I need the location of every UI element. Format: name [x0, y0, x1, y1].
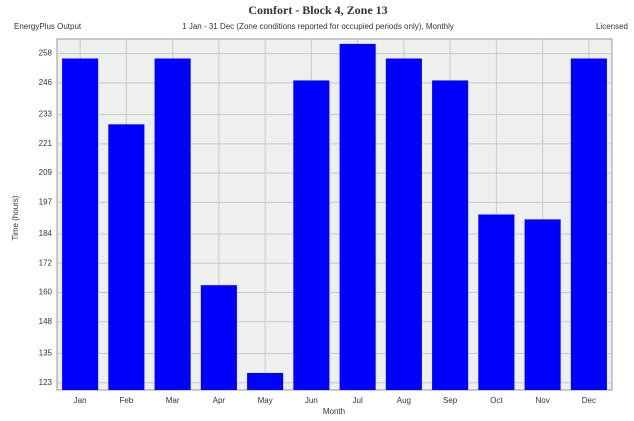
- y-tick-label: 197: [39, 197, 53, 206]
- y-tick-label: 123: [39, 378, 53, 387]
- y-tick-label: 184: [39, 229, 53, 238]
- bar: [524, 219, 561, 390]
- y-tick-label: 246: [39, 78, 53, 87]
- x-tick-label: Jan: [74, 396, 87, 405]
- bar: [108, 124, 145, 390]
- x-tick-label: Feb: [119, 396, 133, 405]
- bar: [570, 58, 607, 390]
- x-axis-label: Month: [323, 407, 345, 416]
- subtitle: 1 Jan - 31 Dec (Zone conditions reported…: [182, 22, 454, 31]
- x-tick-label: Aug: [397, 396, 411, 405]
- license: Licensed: [596, 22, 628, 31]
- bar: [154, 58, 191, 390]
- bar: [339, 43, 376, 390]
- x-tick-label: Apr: [213, 396, 226, 405]
- x-tick-label: Oct: [490, 396, 503, 405]
- y-tick-label: 160: [39, 288, 53, 297]
- plot-area: [56, 38, 613, 391]
- x-tick-label: Dec: [582, 396, 596, 405]
- y-tick-label: 172: [39, 258, 53, 267]
- x-tick-label: Mar: [166, 396, 180, 405]
- y-tick-label: 209: [39, 168, 53, 177]
- y-tick-label: 233: [39, 110, 53, 119]
- x-tick-label: Jun: [305, 396, 318, 405]
- y-tick-label: 258: [39, 49, 53, 58]
- bar: [200, 285, 237, 390]
- y-axis-label: Time (hours): [11, 195, 20, 240]
- bar: [385, 58, 422, 390]
- bar: [293, 80, 330, 390]
- bar: [432, 80, 469, 390]
- chart-title: Comfort - Block 4, Zone 13: [248, 3, 387, 17]
- bar: [247, 372, 284, 390]
- y-tick-label: 148: [39, 317, 53, 326]
- x-tick-label: Sep: [443, 396, 458, 405]
- y-tick-label: 135: [39, 349, 53, 358]
- x-tick-label: May: [258, 396, 273, 405]
- y-tick-label: 221: [39, 139, 53, 148]
- bar: [62, 58, 99, 390]
- source: EnergyPlus Output: [14, 22, 82, 31]
- bar: [478, 214, 515, 390]
- x-tick-label: Nov: [536, 396, 550, 405]
- x-tick-label: Jul: [353, 396, 363, 405]
